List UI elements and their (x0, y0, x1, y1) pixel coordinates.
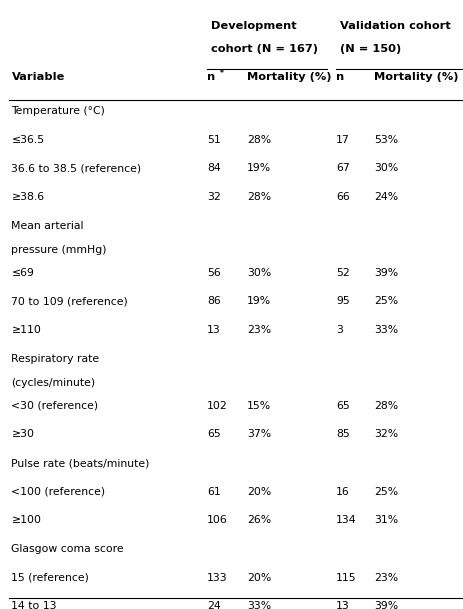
Text: 39%: 39% (374, 268, 398, 278)
Text: 30%: 30% (247, 268, 271, 278)
Text: 28%: 28% (374, 401, 398, 410)
Text: ≤36.5: ≤36.5 (12, 135, 44, 144)
Text: 25%: 25% (374, 487, 398, 497)
Text: Validation cohort: Validation cohort (340, 21, 451, 31)
Text: 86: 86 (207, 297, 221, 306)
Text: 17: 17 (336, 135, 350, 144)
Text: 16: 16 (336, 487, 350, 497)
Text: cohort (N = 167): cohort (N = 167) (212, 44, 319, 54)
Text: 53%: 53% (374, 135, 398, 144)
Text: Glasgow coma score: Glasgow coma score (12, 544, 124, 554)
Text: <100 (reference): <100 (reference) (12, 487, 106, 497)
Text: 24: 24 (207, 601, 221, 609)
Text: 33%: 33% (374, 325, 398, 335)
Text: 23%: 23% (374, 572, 398, 583)
Text: 32: 32 (207, 192, 221, 202)
Text: 39%: 39% (374, 601, 398, 609)
Text: 134: 134 (336, 515, 357, 526)
Text: (cycles/minute): (cycles/minute) (12, 378, 95, 388)
Text: ≥110: ≥110 (12, 325, 41, 335)
Text: 84: 84 (207, 163, 221, 173)
Text: Development: Development (212, 21, 297, 31)
Text: 56: 56 (207, 268, 221, 278)
Text: 115: 115 (336, 572, 357, 583)
Text: 13: 13 (207, 325, 221, 335)
Text: 85: 85 (336, 429, 350, 440)
Text: 20%: 20% (247, 487, 271, 497)
Text: Mortality (%): Mortality (%) (247, 72, 332, 82)
Text: 15%: 15% (247, 401, 271, 410)
Text: ≤69: ≤69 (12, 268, 34, 278)
Text: 70 to 109 (reference): 70 to 109 (reference) (12, 297, 128, 306)
Text: 23%: 23% (247, 325, 271, 335)
Text: Mean arterial: Mean arterial (12, 220, 84, 231)
Text: 133: 133 (207, 572, 228, 583)
Text: 30%: 30% (374, 163, 398, 173)
Text: ≥38.6: ≥38.6 (12, 192, 44, 202)
Text: Mortality (%): Mortality (%) (374, 72, 458, 82)
Text: 31%: 31% (374, 515, 398, 526)
Text: 33%: 33% (247, 601, 271, 609)
Text: ≥100: ≥100 (12, 515, 42, 526)
Text: ≥30: ≥30 (12, 429, 34, 440)
Text: n: n (207, 72, 215, 82)
Text: pressure (mmHg): pressure (mmHg) (12, 245, 107, 255)
Text: *: * (219, 69, 223, 78)
Text: 52: 52 (336, 268, 350, 278)
Text: 14 to 13: 14 to 13 (12, 601, 57, 609)
Text: 20%: 20% (247, 572, 271, 583)
Text: 13: 13 (336, 601, 350, 609)
Text: 3: 3 (336, 325, 343, 335)
Text: 61: 61 (207, 487, 221, 497)
Text: 26%: 26% (247, 515, 271, 526)
Text: 28%: 28% (247, 192, 271, 202)
Text: 65: 65 (207, 429, 221, 440)
Text: 25%: 25% (374, 297, 398, 306)
Text: 36.6 to 38.5 (reference): 36.6 to 38.5 (reference) (12, 163, 142, 173)
Text: 15 (reference): 15 (reference) (12, 572, 89, 583)
Text: 66: 66 (336, 192, 350, 202)
Text: <30 (reference): <30 (reference) (12, 401, 99, 410)
Text: 51: 51 (207, 135, 221, 144)
Text: 95: 95 (336, 297, 350, 306)
Text: 28%: 28% (247, 135, 271, 144)
Text: 32%: 32% (374, 429, 398, 440)
Text: 102: 102 (207, 401, 228, 410)
Text: 24%: 24% (374, 192, 398, 202)
Text: (N = 150): (N = 150) (340, 44, 401, 54)
Text: n: n (336, 72, 344, 82)
Text: 19%: 19% (247, 163, 271, 173)
Text: 67: 67 (336, 163, 350, 173)
Text: 19%: 19% (247, 297, 271, 306)
Text: 65: 65 (336, 401, 350, 410)
Text: Variable: Variable (12, 72, 65, 82)
Text: Pulse rate (beats/minute): Pulse rate (beats/minute) (12, 458, 150, 468)
Text: 37%: 37% (247, 429, 271, 440)
Text: Temperature (°C): Temperature (°C) (12, 106, 106, 116)
Text: 106: 106 (207, 515, 228, 526)
Text: Respiratory rate: Respiratory rate (12, 354, 100, 364)
